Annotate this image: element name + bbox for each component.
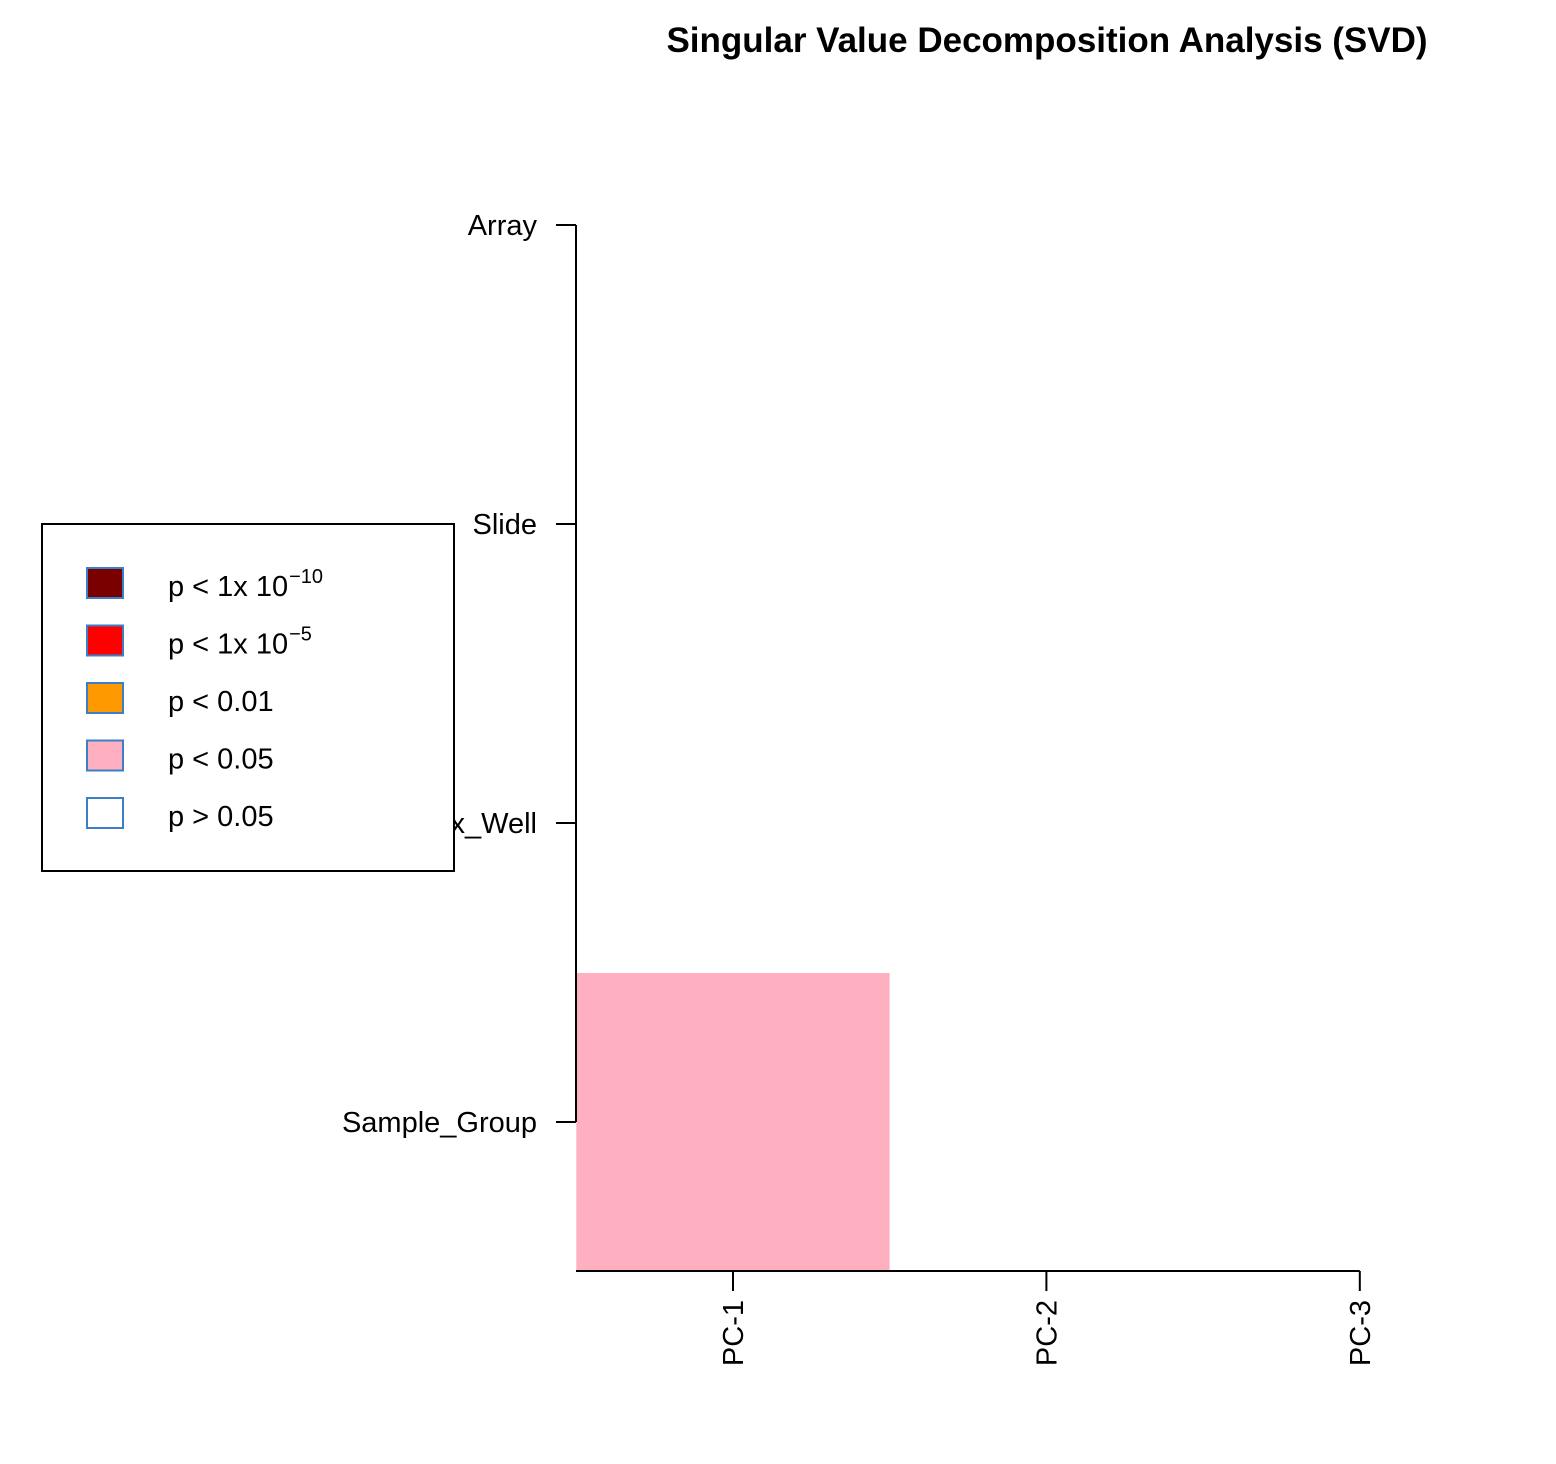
legend-swatch-2 (86, 624, 124, 657)
chart-title: Singular Value Decomposition Analysis (S… (666, 21, 1427, 60)
legend-swatch-4 (86, 739, 124, 772)
y-tick-label-slide: Slide (473, 509, 538, 541)
x-tick-label-pc-1: PC-1 (718, 1300, 750, 1366)
y-tick-label-sample-group: Sample_Group (342, 1107, 537, 1139)
x-tick-label-pc-2: PC-2 (1031, 1300, 1063, 1366)
heatmap-cell-sentrix-well-pc-2 (889, 674, 1204, 973)
heatmap-cell-slide-pc-3 (1203, 375, 1517, 674)
heatmap-cell-sentrix-well-pc-3 (1203, 674, 1517, 973)
heatmap-cell-array-pc-2 (889, 76, 1204, 375)
heatmap-cell-slide-pc-2 (889, 375, 1204, 674)
legend-label-1: p < 1x 10−10 (168, 566, 323, 603)
heatmap-cell-sample-group-pc-1 (576, 973, 890, 1272)
legend-label-3: p < 0.01 (168, 686, 274, 718)
legend-label-2: p < 1x 10−5 (168, 624, 312, 661)
legend-exponent-2: −5 (289, 624, 312, 646)
legend-label-4: p < 0.05 (168, 744, 274, 776)
y-tick-label-array: Array (468, 210, 538, 242)
heatmap-cell-array-pc-3 (1203, 76, 1517, 375)
heatmap-cell-slide-pc-1 (576, 375, 890, 674)
heatmap-cell-sample-group-pc-3 (1203, 973, 1517, 1272)
legend-swatch-5 (86, 797, 124, 829)
legend: p < 1x 10−10 p < 1x 10−5 p < 0.01 p < 0.05 p… (41, 523, 455, 872)
legend-exponent-1: −10 (289, 566, 323, 588)
legend-swatch-3 (86, 682, 124, 714)
heatmap-cell-array-pc-1 (576, 76, 890, 375)
x-tick-label-pc-3: PC-3 (1345, 1300, 1377, 1366)
heatmap-cells (576, 76, 1517, 1272)
heatmap-cell-sample-group-pc-2 (889, 973, 1204, 1272)
heatmap-cell-sentrix-well-pc-1 (576, 674, 890, 973)
legend-swatch-1 (86, 567, 124, 599)
legend-label-5: p > 0.05 (168, 801, 274, 833)
